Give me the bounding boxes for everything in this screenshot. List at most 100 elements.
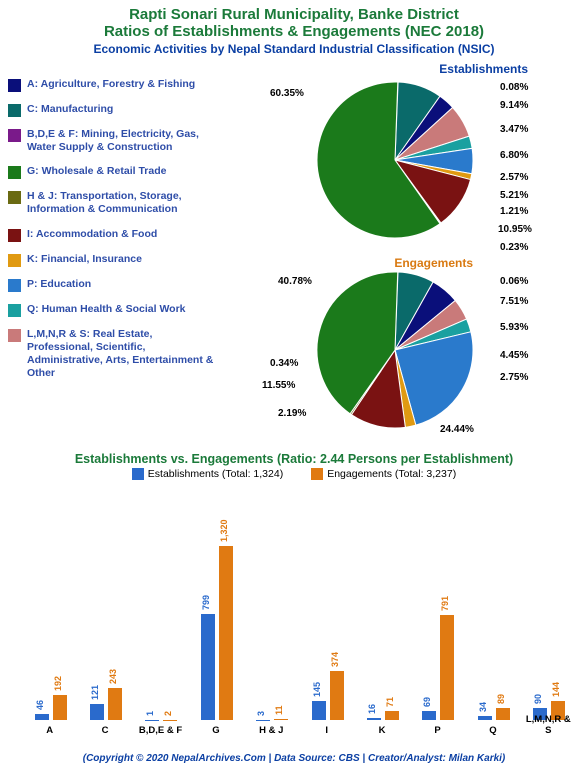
bar-value: 799: [201, 595, 211, 610]
pie-slice-label: 5.21%: [500, 190, 528, 201]
pie-slice-label: 5.93%: [500, 322, 528, 333]
bar-group: 34 89 Q: [467, 535, 518, 720]
pie-slice-label: 9.14%: [500, 100, 528, 111]
pie-slice-label: 0.34%: [270, 358, 298, 369]
bar-category: G: [190, 725, 241, 736]
legend-swatch: [8, 191, 21, 204]
bar-establishments: 799: [201, 614, 215, 720]
bar-value: 121: [90, 685, 100, 700]
bar-establishments: 46: [35, 714, 49, 720]
engagements-label: Engagements: [394, 256, 473, 270]
bar-value: 1: [145, 711, 155, 716]
pie-slice-label: 24.44%: [440, 424, 474, 435]
legend-text: G: Wholesale & Retail Trade: [27, 165, 166, 178]
bar-category: Q: [467, 725, 518, 736]
legend-item: Q: Human Health & Social Work: [8, 303, 218, 317]
page-title-line2: Ratios of Establishments & Engagements (…: [0, 23, 588, 40]
bar-value: 144: [551, 682, 561, 697]
legend-swatch: [8, 229, 21, 242]
pie-slice-label: 2.57%: [500, 172, 528, 183]
bar-value: 243: [108, 669, 118, 684]
bar-group: 46 192 A: [24, 535, 75, 720]
bar-establishments: 34: [478, 716, 492, 720]
pie-slice-label: 40.78%: [278, 276, 312, 287]
bar-value: 3: [256, 711, 266, 716]
legend-item: P: Education: [8, 278, 218, 292]
legend: A: Agriculture, Forestry & Fishing C: Man…: [8, 78, 218, 391]
bar-engagements: 243: [108, 688, 122, 720]
legend-item: G: Wholesale & Retail Trade: [8, 165, 218, 179]
bar-category: L,M,N,R & S: [523, 714, 574, 736]
bar-value: 69: [422, 697, 432, 707]
page-title-line1: Rapti Sonari Rural Municipality, Banke D…: [0, 0, 588, 23]
bar-value: 16: [367, 704, 377, 714]
legend-item: K: Financial, Insurance: [8, 253, 218, 267]
bar-value: 1,320: [219, 519, 229, 542]
bar-category: P: [412, 725, 463, 736]
bar-engagements: 192: [53, 695, 67, 720]
legend-swatch: [8, 104, 21, 117]
pie-slice-label: 60.35%: [270, 88, 304, 99]
pie-slice-label: 11.55%: [262, 380, 295, 391]
bar-category: K: [356, 725, 407, 736]
bar-engagements: 1,320: [219, 546, 233, 720]
bar-value: 11: [274, 705, 284, 715]
legend-swatch: [8, 329, 21, 342]
bar-group: 1 2 B,D,E & F: [135, 535, 186, 720]
pie-slice-label: 0.08%: [500, 82, 528, 93]
bar-engagements: 11: [274, 719, 288, 720]
bar-establishments: 121: [90, 704, 104, 720]
bar-value: 374: [330, 652, 340, 667]
legend-text: K: Financial, Insurance: [27, 253, 142, 266]
legend-engagements: Engagements (Total: 3,237): [311, 468, 456, 480]
legend-text: P: Education: [27, 278, 91, 291]
bar-category: H & J: [246, 725, 297, 736]
legend-swatch: [8, 254, 21, 267]
bar-establishments: 16: [367, 718, 381, 720]
pie-slice-label: 0.06%: [500, 276, 528, 287]
legend-item: H & J: Transportation, Storage, Informat…: [8, 190, 218, 216]
bar-establishments: 69: [422, 711, 436, 720]
footer: (Copyright © 2020 NepalArchives.Com | Da…: [0, 753, 588, 764]
pie-slice-label: 3.47%: [500, 124, 528, 135]
bar-value: 90: [533, 694, 543, 704]
pie-slice-label: 6.80%: [500, 150, 528, 161]
bar-chart: 46 192 A 121 243 C 1 2 B,D,E & F 799 1,3…: [10, 535, 578, 740]
bar-engagements: 374: [330, 671, 344, 720]
legend-swatch: [8, 166, 21, 179]
bar-value: 2: [163, 711, 173, 716]
legend-text: Q: Human Health & Social Work: [27, 303, 186, 316]
bar-category: C: [79, 725, 130, 736]
legend-item: B,D,E & F: Mining, Electricity, Gas, Wat…: [8, 128, 218, 154]
bar-value: 46: [35, 700, 45, 710]
pie-slice-label: 7.51%: [500, 296, 528, 307]
legend-text: C: Manufacturing: [27, 103, 113, 116]
bar-group: 69 791 P: [412, 535, 463, 720]
legend-swatch: [8, 304, 21, 317]
bar-category: I: [301, 725, 352, 736]
bar-value: 145: [312, 682, 322, 697]
legend-item: L,M,N,R & S: Real Estate, Professional, …: [8, 328, 218, 381]
establishments-label: Establishments: [439, 62, 528, 76]
pie-slice-label: 2.19%: [278, 408, 306, 419]
legend-item: I: Accommodation & Food: [8, 228, 218, 242]
bar-group: 799 1,320 G: [190, 535, 241, 720]
pie-slice-label: 10.95%: [498, 224, 532, 235]
comparison-legend: Establishments (Total: 1,324) Engagement…: [0, 466, 588, 480]
pie-slice-label: 4.45%: [500, 350, 528, 361]
bar-engagements: 89: [496, 708, 510, 720]
legend-item: C: Manufacturing: [8, 103, 218, 117]
bar-value: 192: [53, 676, 63, 691]
page-subtitle: Economic Activities by Nepal Standard In…: [0, 40, 588, 56]
bar-value: 89: [496, 694, 506, 704]
comparison-title: Establishments vs. Engagements (Ratio: 2…: [0, 448, 588, 466]
legend-text: I: Accommodation & Food: [27, 228, 157, 241]
legend-text: H & J: Transportation, Storage, Informat…: [27, 190, 218, 216]
bar-group: 16 71 K: [356, 535, 407, 720]
legend-swatch: [8, 79, 21, 92]
bar-establishments: 145: [312, 701, 326, 720]
legend-swatch: [8, 129, 21, 142]
pie-slice-label: 1.21%: [500, 206, 528, 217]
legend-text: A: Agriculture, Forestry & Fishing: [27, 78, 195, 91]
legend-item: A: Agriculture, Forestry & Fishing: [8, 78, 218, 92]
